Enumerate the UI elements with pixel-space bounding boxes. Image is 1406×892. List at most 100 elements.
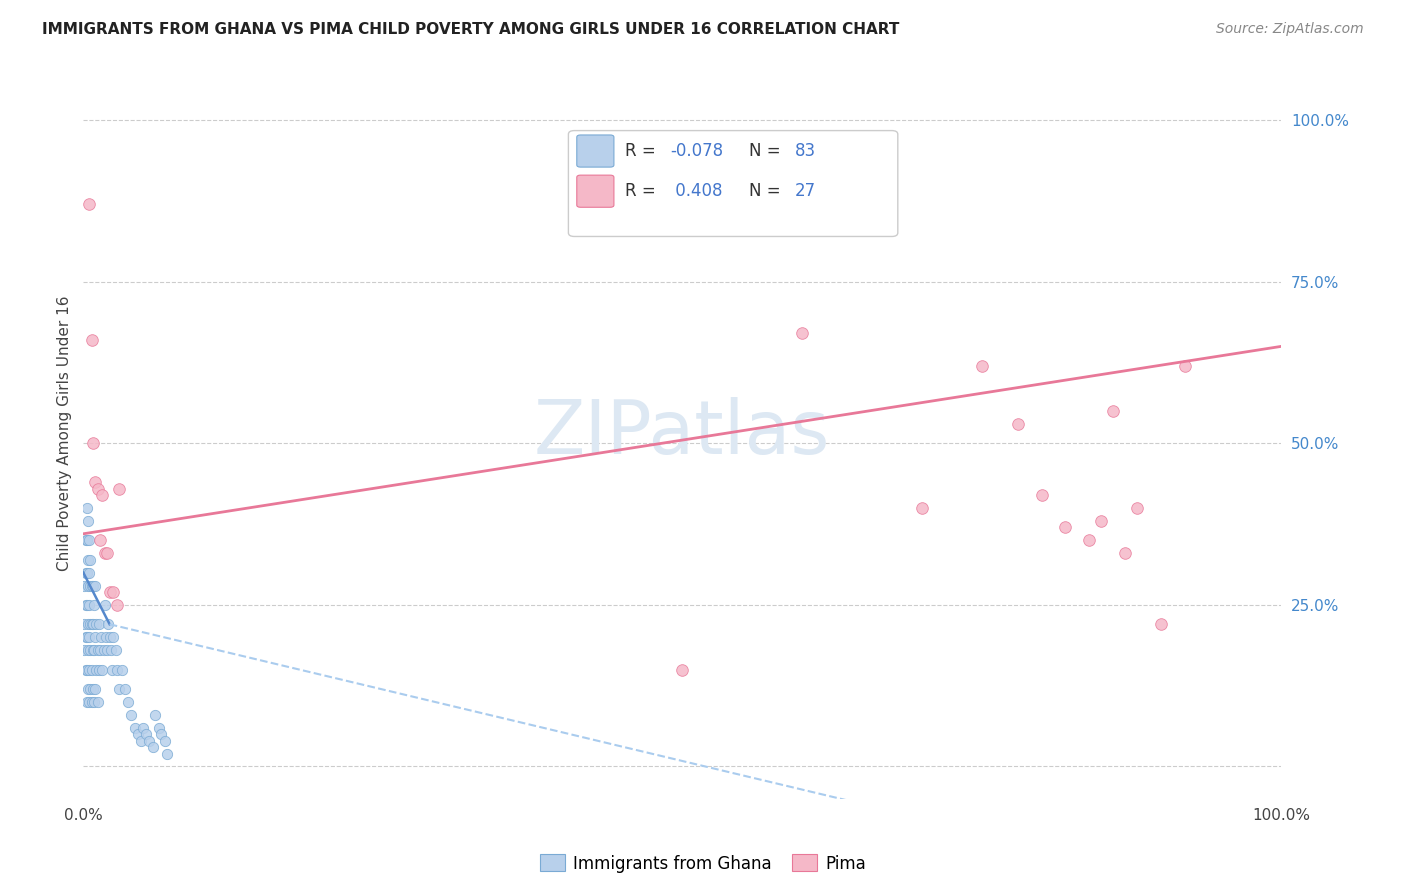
FancyBboxPatch shape [576,135,614,167]
Point [77,630,100,644]
Y-axis label: Child Poverty Among Girls Under 16: Child Poverty Among Girls Under 16 [58,296,72,572]
Point [129,733,152,747]
Point [156,747,179,761]
Point [76,566,98,580]
Point [75,533,97,548]
Point [87,663,110,677]
Point [83,695,105,709]
Point [80,578,103,592]
Point [98,630,121,644]
Point [75,566,97,580]
Text: R =: R = [624,142,661,160]
Point [105,598,128,612]
Point [91,488,114,502]
Point [83,643,105,657]
Point [84,475,107,489]
Point [89,643,111,657]
Point [75,598,97,612]
Point [89,533,111,548]
Point [94,546,117,560]
Point [108,482,131,496]
Point [86,663,108,677]
Point [94,598,117,612]
Point [150,727,173,741]
Point [96,546,118,560]
Point [100,643,122,657]
Point [135,727,157,741]
Point [142,740,165,755]
Point [79,643,101,657]
Point [91,663,114,677]
Point [76,533,98,548]
Point [90,630,112,644]
Text: 0.408: 0.408 [671,182,723,200]
FancyBboxPatch shape [576,175,614,207]
Point [117,695,139,709]
Point [1054,520,1077,534]
Point [86,695,108,709]
Point [1090,514,1112,528]
Point [77,566,100,580]
Text: 83: 83 [794,142,815,160]
Point [104,643,127,657]
Point [101,663,124,677]
Point [97,617,120,632]
Point [73,643,96,657]
Legend: Immigrants from Ghana, Pima: Immigrants from Ghana, Pima [533,847,873,880]
Point [79,578,101,592]
Point [138,733,160,747]
Point [80,663,103,677]
Point [111,663,134,677]
Point [103,585,125,599]
Point [77,598,100,612]
Point [153,733,176,747]
Point [77,617,100,632]
Point [84,681,107,696]
Point [124,721,146,735]
Point [75,630,97,644]
Text: 27: 27 [794,182,815,200]
Text: R =: R = [624,182,661,200]
Point [77,681,100,696]
Text: ZIPatlas: ZIPatlas [534,397,831,470]
Point [76,630,98,644]
Point [86,643,108,657]
Point [911,500,934,515]
Point [82,578,104,592]
Point [77,514,100,528]
Point [84,578,107,592]
FancyBboxPatch shape [568,130,898,236]
Point [86,482,108,496]
Point [73,578,96,592]
Point [93,643,115,657]
Point [79,552,101,566]
Point [87,617,110,632]
Point [98,585,121,599]
Point [1102,404,1125,418]
Text: -0.078: -0.078 [671,142,723,160]
Point [75,663,97,677]
Text: IMMIGRANTS FROM GHANA VS PIMA CHILD POVERTY AMONG GIRLS UNDER 16 CORRELATION CHA: IMMIGRANTS FROM GHANA VS PIMA CHILD POVE… [42,22,900,37]
Point [79,617,101,632]
Point [76,663,98,677]
Point [77,643,100,657]
Point [82,681,104,696]
Point [132,721,155,735]
Point [82,643,104,657]
Point [143,707,166,722]
Point [83,598,105,612]
Point [84,630,107,644]
Point [108,681,131,696]
Point [1078,533,1101,548]
Point [970,359,993,373]
Text: N =: N = [749,182,786,200]
Point [82,436,104,450]
Point [76,500,98,515]
Point [73,617,96,632]
Point [790,326,813,341]
Point [76,695,98,709]
Point [120,707,142,722]
Point [127,727,149,741]
Point [86,617,108,632]
Point [105,663,128,677]
